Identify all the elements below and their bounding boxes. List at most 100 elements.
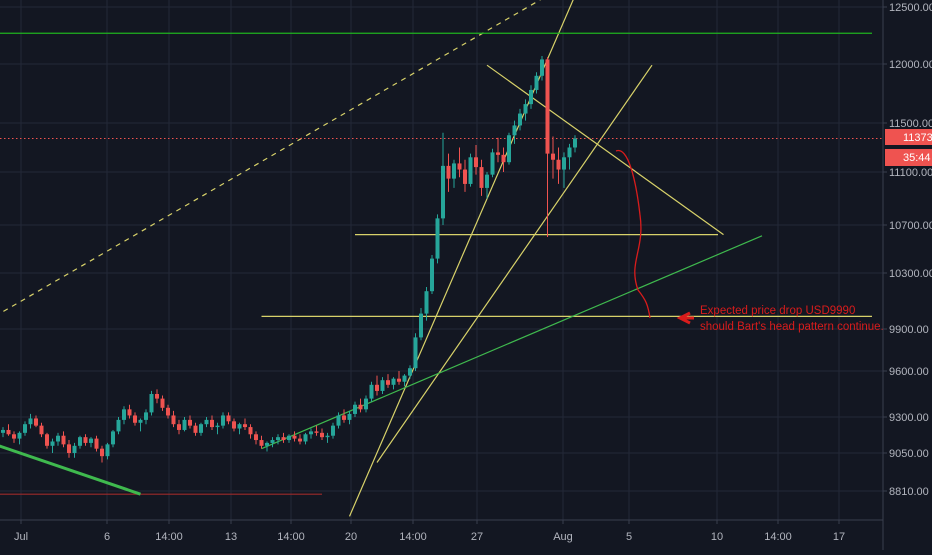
candle-body: [309, 431, 313, 435]
time-tick-label: 14:00: [277, 531, 305, 543]
candle-body: [479, 167, 484, 188]
price-axis[interactable]: [883, 0, 932, 550]
candle-body: [78, 437, 82, 446]
annotation-line-2: should Bart's head pattern continue.: [700, 321, 884, 333]
candle-body: [320, 432, 324, 438]
time-tick-label: 10: [711, 531, 723, 543]
price-tick-label: 12500.00: [889, 2, 932, 14]
candle-body: [221, 415, 225, 426]
countdown-value: 35:44: [903, 152, 931, 164]
downtrend-green-line[interactable]: [0, 444, 141, 496]
time-tick-label: 14:00: [155, 531, 183, 543]
price-tick-label: 11100.00: [889, 167, 932, 179]
candle-body: [160, 398, 165, 408]
candle-body: [424, 291, 429, 314]
current-price-label: 11373.57 35:44: [885, 129, 932, 166]
candle-body: [116, 419, 121, 432]
dashed-channel-line[interactable]: [0, 0, 548, 316]
candle-body: [105, 444, 110, 457]
candle-body: [485, 174, 489, 188]
candle-body: [237, 424, 242, 429]
candle-body: [523, 104, 528, 114]
candle-body: [12, 434, 16, 439]
candle-body: [369, 384, 374, 399]
candle-body: [562, 157, 566, 170]
mid-trend-line[interactable]: [376, 64, 653, 463]
candle-body: [463, 169, 467, 184]
candle-body: [50, 441, 55, 446]
candle-body: [529, 89, 533, 105]
candle-body: [72, 445, 77, 453]
candle-body: [171, 415, 176, 425]
candle-body: [17, 432, 22, 439]
candle-body: [166, 407, 170, 416]
candle-body: [402, 375, 407, 382]
candle-body: [188, 419, 192, 426]
candle-body: [1, 429, 5, 433]
time-tick-label: 5: [626, 531, 632, 543]
time-tick-label: 14:00: [764, 531, 792, 543]
time-axis[interactable]: [0, 520, 883, 550]
time-tick-label: 20: [345, 531, 357, 543]
annotation: Expected price drop USD9990 should Bart'…: [615, 149, 884, 333]
candle-body: [149, 394, 154, 413]
candle-body: [518, 113, 522, 126]
time-tick-label: Jul: [14, 531, 28, 543]
candle-body: [83, 437, 88, 443]
candle-body: [61, 435, 66, 445]
candle-body: [435, 218, 440, 259]
current-price-badge: [885, 129, 932, 145]
current-price-value: 11373.57: [903, 132, 932, 144]
candle-body: [226, 415, 231, 422]
forecast-curve: [615, 149, 651, 319]
price-tick-label: 12000.00: [889, 59, 932, 71]
candle-body: [177, 424, 181, 430]
candle-body: [314, 431, 319, 433]
candle-body: [380, 380, 385, 391]
time-tick-label: 13: [225, 531, 237, 543]
triangle-upper-line[interactable]: [486, 64, 724, 236]
candle-body: [111, 431, 115, 445]
candle-body: [325, 435, 330, 438]
drawing-lines[interactable]: [0, 0, 883, 517]
candle-body: [501, 154, 506, 163]
candle-body: [413, 337, 418, 369]
candle-body: [496, 152, 500, 155]
price-tick-label: 9050.00: [889, 448, 929, 460]
candle-body: [573, 138, 577, 148]
price-tick-label: 10300.00: [889, 268, 932, 280]
candle-body: [155, 394, 159, 399]
candle-body: [556, 159, 561, 170]
candle-body: [56, 435, 60, 442]
candle-body: [419, 313, 423, 338]
candle-body: [259, 440, 264, 446]
candle-body: [408, 368, 412, 376]
candle-body: [193, 425, 198, 433]
candle-body: [567, 147, 572, 158]
candle-body: [545, 59, 550, 154]
candle-body: [138, 419, 143, 423]
candle-body: [182, 419, 187, 430]
price-tick-label: 8810.00: [889, 486, 929, 498]
candle-body: [39, 425, 44, 435]
candle-body: [534, 75, 539, 90]
green-trend-line[interactable]: [261, 235, 763, 450]
time-tick-label: 6: [104, 531, 110, 543]
candle-body: [210, 419, 214, 428]
candle-body: [248, 427, 253, 435]
candle-body: [199, 424, 203, 433]
time-tick-label: 14:00: [399, 531, 427, 543]
candle-body: [391, 378, 396, 385]
candle-body: [45, 434, 49, 446]
candle-body: [270, 440, 275, 443]
candle-body: [100, 448, 104, 457]
candle-body: [287, 435, 291, 441]
candle-body: [331, 425, 335, 436]
time-tick-label: 27: [471, 531, 483, 543]
annotation-line-1: Expected price drop USD9990: [700, 305, 855, 317]
candle-body: [347, 413, 352, 420]
